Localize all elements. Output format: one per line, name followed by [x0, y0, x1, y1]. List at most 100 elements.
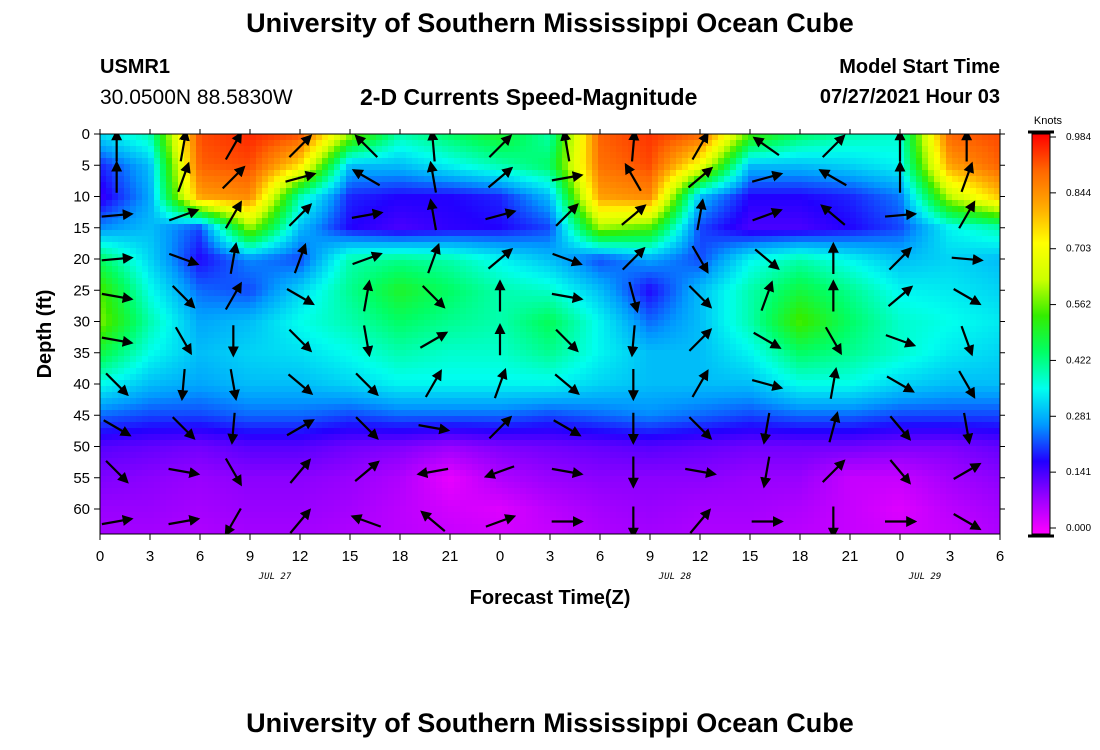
heatmap-cell [448, 158, 455, 165]
heatmap-cell [946, 146, 953, 153]
heatmap-cell [112, 224, 119, 231]
heatmap-cell [490, 278, 497, 285]
heatmap-cell [496, 164, 503, 171]
heatmap-cell [208, 284, 215, 291]
heatmap-cell [418, 272, 425, 279]
heatmap-cell [256, 302, 263, 309]
heatmap-cell [868, 284, 875, 291]
heatmap-cell [778, 176, 785, 183]
heatmap-cell [274, 152, 281, 159]
heatmap-cell [850, 194, 857, 201]
heatmap-cell [766, 296, 773, 303]
heatmap-cell [478, 200, 485, 207]
heatmap-cell [208, 260, 215, 267]
heatmap-cell [730, 290, 737, 297]
heatmap-cell [484, 218, 491, 225]
heatmap-cell [664, 146, 671, 153]
heatmap-cell [424, 182, 431, 189]
heatmap-cell [652, 314, 659, 321]
heatmap-cell [970, 176, 977, 183]
heatmap-cell [298, 218, 305, 225]
heatmap-cell [784, 218, 791, 225]
heatmap-cell [394, 278, 401, 285]
heatmap-cell [370, 146, 377, 153]
heatmap-cell [856, 278, 863, 285]
heatmap-cell [232, 182, 239, 189]
heatmap-cell [214, 212, 221, 219]
heatmap-cell [598, 134, 605, 141]
heatmap-cell [532, 308, 539, 315]
heatmap-cell [610, 152, 617, 159]
heatmap-cell [958, 158, 965, 165]
heatmap-cell [934, 320, 941, 327]
heatmap-cell [202, 320, 209, 327]
heatmap-cell [286, 206, 293, 213]
heatmap-cell [514, 146, 521, 153]
heatmap-cell [310, 146, 317, 153]
heatmap-cell [298, 326, 305, 333]
heatmap-cell [586, 308, 593, 315]
heatmap-cell [274, 218, 281, 225]
heatmap-cell [592, 290, 599, 297]
heatmap-cell [460, 218, 467, 225]
heatmap-cell [436, 224, 443, 231]
heatmap-cell [322, 272, 329, 279]
heatmap-cell [418, 224, 425, 231]
heatmap-cell [910, 158, 917, 165]
heatmap-cell [496, 182, 503, 189]
heatmap-cell [898, 278, 905, 285]
heatmap-cell [118, 260, 125, 267]
heatmap-cell [754, 308, 761, 315]
heatmap-cell [550, 206, 557, 213]
heatmap-cell [802, 194, 809, 201]
heatmap-cell [130, 248, 137, 255]
heatmap-cell [646, 230, 653, 237]
heatmap-cell [790, 272, 797, 279]
heatmap-cell [106, 134, 113, 141]
heatmap-cell [124, 290, 131, 297]
heatmap-cell [322, 140, 329, 147]
heatmap-cell [520, 314, 527, 321]
heatmap-cell [838, 248, 845, 255]
heatmap-cell [610, 212, 617, 219]
heatmap-cell [670, 146, 677, 153]
heatmap-cell [514, 212, 521, 219]
heatmap-cell [916, 272, 923, 279]
heatmap-cell [634, 242, 641, 249]
heatmap-cell [334, 164, 341, 171]
heatmap-cell [940, 254, 947, 261]
heatmap-cell [670, 308, 677, 315]
heatmap-cell [124, 200, 131, 207]
heatmap-cell [802, 140, 809, 147]
heatmap-cell [382, 224, 389, 231]
heatmap-cell [724, 266, 731, 273]
heatmap-cell [694, 236, 701, 243]
heatmap-cell [772, 158, 779, 165]
heatmap-cell [484, 140, 491, 147]
heatmap-cell [832, 224, 839, 231]
heatmap-cell [730, 224, 737, 231]
heatmap-cell [922, 326, 929, 333]
heatmap-cell [652, 296, 659, 303]
heatmap-cell [508, 188, 515, 195]
heatmap-cell [814, 284, 821, 291]
heatmap-cell [250, 314, 257, 321]
heatmap-cell [100, 260, 107, 267]
heatmap-cell [358, 254, 365, 261]
heatmap-cell [826, 182, 833, 189]
heatmap-cell [520, 272, 527, 279]
heatmap-cell [100, 242, 107, 249]
heatmap-cell [808, 266, 815, 273]
heatmap-cell [808, 230, 815, 237]
heatmap-cell [742, 176, 749, 183]
heatmap-cell [208, 224, 215, 231]
heatmap-cell [532, 284, 539, 291]
heatmap-cell [364, 158, 371, 165]
heatmap-cell [262, 296, 269, 303]
heatmap-cell [520, 200, 527, 207]
heatmap-cell [460, 230, 467, 237]
heatmap-cell [160, 224, 167, 231]
heatmap-cell [682, 134, 689, 141]
heatmap-cell [232, 164, 239, 171]
heatmap-cell [946, 176, 953, 183]
